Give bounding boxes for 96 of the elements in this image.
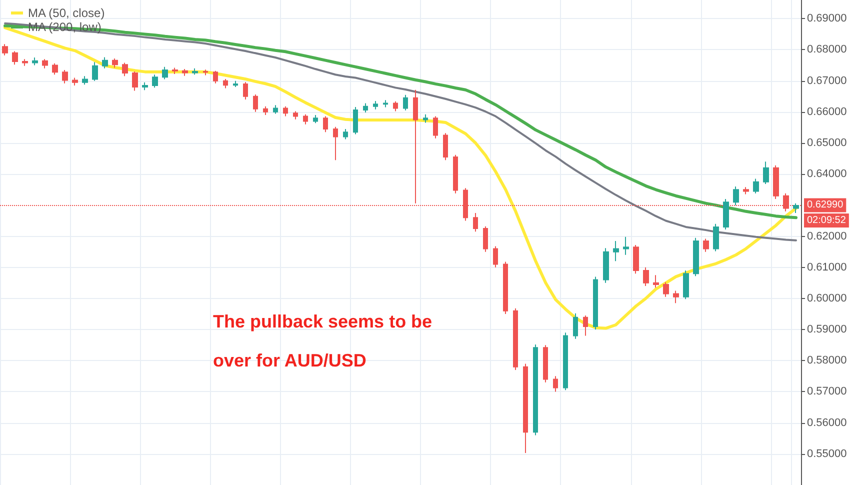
- candlestick: [92, 62, 98, 82]
- candlestick: [162, 66, 168, 80]
- candlestick: [102, 56, 108, 69]
- candlestick: [693, 237, 699, 277]
- candlestick: [743, 186, 749, 195]
- candlestick: [423, 114, 428, 124]
- candlestick: [543, 344, 548, 383]
- candlestick: [333, 126, 338, 161]
- ref-line-label: 0.62990: [807, 200, 844, 211]
- candlestick: [213, 70, 218, 84]
- candlestick: [373, 100, 378, 110]
- candlestick: [553, 376, 558, 392]
- candlestick: [653, 274, 659, 288]
- candlestick: [172, 67, 178, 74]
- y-tick-label: 0.68000: [807, 44, 847, 56]
- candlestick: [533, 344, 538, 436]
- candlestick: [733, 186, 739, 206]
- candlestick: [22, 58, 28, 66]
- candlestick: [283, 106, 288, 117]
- candlestick: [443, 132, 448, 161]
- candlestick: [253, 94, 258, 112]
- y-tick-label: 0.61000: [807, 261, 847, 274]
- candlestick: [383, 100, 388, 108]
- candlestick: [793, 202, 799, 214]
- candlestick: [513, 308, 518, 370]
- y-tick-label: 0.65000: [807, 137, 847, 150]
- candlestick: [303, 114, 308, 125]
- candlestick: [353, 106, 358, 135]
- candlestick: [613, 240, 619, 262]
- candlestick: [723, 198, 729, 230]
- candlestick: [683, 270, 689, 300]
- candlestick: [393, 100, 398, 112]
- candlestick: [583, 315, 588, 336]
- candlestick: [623, 236, 629, 256]
- candlestick: [192, 68, 198, 76]
- candlestick: [643, 266, 649, 287]
- candlestick: [633, 244, 639, 274]
- candlestick: [573, 312, 578, 340]
- y-tick-label: 0.59000: [807, 324, 847, 336]
- candlestick: [293, 110, 298, 120]
- candlestick: [263, 106, 268, 116]
- candlestick: [323, 116, 328, 133]
- y-tick-label: 0.55000: [807, 448, 847, 460]
- candlestick: [763, 161, 769, 185]
- y-tick-label: 0.66000: [807, 106, 847, 118]
- y-tick-label: 0.60000: [807, 292, 847, 304]
- candlestick: [233, 80, 238, 88]
- candlestick: [182, 68, 188, 76]
- y-tick-label: 0.69000: [807, 12, 847, 25]
- candlestick: [473, 212, 478, 232]
- candlestick: [273, 104, 278, 114]
- candlestick: [82, 76, 88, 86]
- candlestick: [112, 58, 118, 68]
- candlestick: [142, 82, 148, 91]
- y-tick-label: 0.57000: [807, 386, 847, 398]
- candlestick: [32, 57, 38, 66]
- annotation: The pullback seems to be over for AUD/USD: [213, 312, 438, 370]
- candlestick: [663, 282, 669, 298]
- candlestick: [72, 77, 78, 86]
- candlestick: [313, 114, 318, 124]
- candlestick: [713, 223, 719, 252]
- candlestick: [603, 248, 609, 284]
- candlestick: [122, 62, 128, 77]
- candlestick: [203, 69, 208, 76]
- legend-label: MA (50, close): [28, 6, 105, 20]
- y-tick-label: 0.62000: [807, 230, 847, 242]
- candlestick: [243, 82, 248, 100]
- candlestick: [433, 116, 438, 139]
- candlestick: [62, 69, 68, 84]
- candlestick: [523, 363, 528, 454]
- candlestick: [2, 44, 8, 56]
- candlestick: [223, 78, 228, 89]
- text: 02:09:52: [807, 215, 846, 226]
- candlestick: [453, 154, 458, 194]
- y-tick-label: 0.58000: [807, 354, 847, 367]
- candlestick: [42, 58, 48, 69]
- candlestick: [593, 276, 598, 330]
- y-tick-label: 0.64000: [807, 168, 847, 180]
- candlestick: [152, 74, 158, 88]
- y-tick-label: 0.67000: [807, 74, 847, 87]
- candlestick: [52, 62, 58, 76]
- y-tick-label: 0.56000: [807, 416, 847, 429]
- candlestick: [493, 246, 498, 268]
- candlestick: [413, 89, 418, 204]
- candlestick: [503, 261, 508, 315]
- candlestick: [673, 290, 679, 304]
- candlestick: [132, 71, 138, 92]
- candlestick: [363, 102, 368, 114]
- candlestick: [563, 332, 568, 391]
- candlestick: [773, 164, 779, 200]
- candlestick: [753, 178, 759, 194]
- candlestick: [343, 128, 348, 140]
- candlestick: [483, 226, 488, 252]
- candlestick: [403, 94, 408, 111]
- candlestick: [703, 238, 709, 252]
- candlestick: [12, 50, 18, 66]
